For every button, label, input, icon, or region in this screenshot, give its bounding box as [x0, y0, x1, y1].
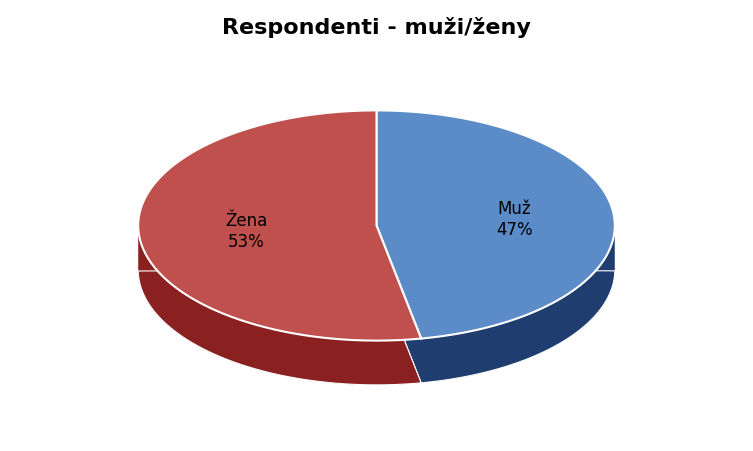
- Polygon shape: [376, 270, 614, 383]
- Polygon shape: [376, 110, 614, 339]
- Polygon shape: [139, 227, 421, 385]
- Polygon shape: [421, 226, 614, 383]
- Polygon shape: [139, 270, 421, 385]
- Text: Žena
53%: Žena 53%: [225, 212, 267, 251]
- Polygon shape: [139, 110, 421, 341]
- Text: Muž
47%: Muž 47%: [495, 200, 532, 239]
- Text: Respondenti - muži/ženy: Respondenti - muži/ženy: [222, 18, 531, 38]
